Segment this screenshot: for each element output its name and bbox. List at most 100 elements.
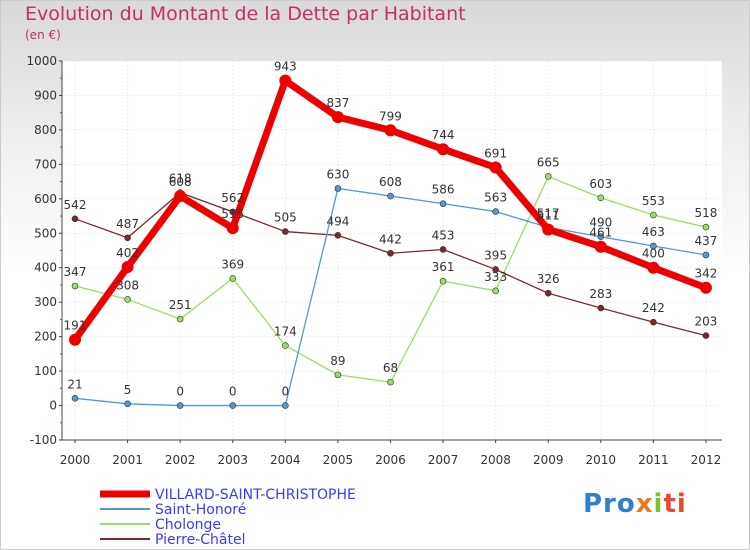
- y-tick-label: 100: [34, 364, 57, 378]
- data-label: 369: [221, 257, 244, 271]
- y-tick-label: 200: [34, 330, 57, 344]
- data-label: 347: [64, 265, 87, 279]
- data-label: 0: [176, 385, 184, 399]
- data-point: [174, 190, 187, 203]
- data-label: 563: [484, 191, 507, 205]
- data-point: [71, 395, 79, 402]
- data-point: [331, 111, 344, 124]
- data-point: [71, 215, 79, 223]
- data-point: [124, 400, 131, 408]
- data-label: 400: [642, 247, 665, 261]
- data-label: 395: [484, 248, 507, 262]
- data-label: 665: [537, 155, 560, 169]
- x-tick-label: 2008: [480, 453, 511, 467]
- y-tick-label: 300: [34, 295, 57, 309]
- data-label: 463: [642, 225, 665, 239]
- data-point: [699, 281, 712, 294]
- y-tick-label: -100: [30, 433, 57, 447]
- x-tick-label: 2004: [270, 453, 301, 467]
- data-label: 21: [67, 377, 82, 391]
- data-point: [439, 246, 447, 253]
- data-label: 943: [274, 60, 297, 74]
- data-point: [702, 332, 710, 339]
- data-label: 0: [229, 385, 237, 399]
- x-tick-label: 2012: [691, 453, 722, 467]
- data-label: 283: [589, 287, 612, 301]
- data-label: 89: [330, 354, 345, 368]
- data-label: 191: [64, 319, 87, 333]
- data-point: [702, 223, 710, 231]
- x-tick-label: 2002: [165, 453, 196, 467]
- data-label: 608: [169, 175, 192, 189]
- data-point: [597, 304, 605, 312]
- data-label: 691: [484, 146, 507, 160]
- data-label: 490: [589, 216, 612, 230]
- data-point: [594, 240, 607, 253]
- data-label: 487: [116, 217, 139, 231]
- x-tick-label: 2005: [323, 453, 354, 467]
- x-tick-label: 2003: [217, 453, 248, 467]
- data-point: [279, 74, 292, 87]
- legend-label: VILLARD-SAINT-CHRISTOPHE: [155, 487, 356, 503]
- data-label: 837: [326, 96, 349, 110]
- data-point: [282, 228, 289, 235]
- data-label: 333: [484, 270, 507, 284]
- data-point: [439, 200, 447, 207]
- data-point: [544, 289, 552, 297]
- data-label: 203: [695, 315, 718, 329]
- data-label: 326: [537, 272, 560, 286]
- data-point: [650, 211, 657, 219]
- y-tick-label: 0: [49, 399, 57, 413]
- data-point: [384, 124, 397, 137]
- data-point: [121, 261, 134, 274]
- data-label: 744: [432, 128, 455, 142]
- data-label: 511: [537, 208, 560, 222]
- data-label: 402: [116, 246, 139, 260]
- data-point: [124, 234, 131, 242]
- y-tick-label: 600: [34, 192, 57, 206]
- data-label: 505: [274, 211, 297, 225]
- data-point: [489, 161, 502, 174]
- data-point: [176, 402, 184, 409]
- data-label: 515: [221, 207, 244, 221]
- data-point: [387, 249, 394, 257]
- data-point: [176, 315, 184, 323]
- legend-label: Saint-Honoré: [155, 502, 246, 518]
- data-label: 5: [124, 383, 132, 397]
- data-point: [597, 233, 605, 241]
- data-point: [542, 223, 555, 236]
- data-point: [334, 185, 342, 192]
- data-label: 799: [379, 109, 402, 123]
- data-label: 618: [169, 172, 192, 186]
- data-point: [226, 222, 239, 235]
- data-label: 361: [432, 260, 455, 274]
- data-label: 630: [326, 167, 349, 181]
- data-label: 308: [116, 278, 139, 292]
- data-point: [124, 296, 131, 303]
- y-tick-label: 900: [34, 88, 57, 102]
- data-label: 0: [281, 385, 289, 399]
- data-label: 342: [695, 267, 718, 281]
- data-label: 461: [589, 226, 612, 240]
- data-point: [439, 277, 447, 285]
- y-tick-label: 700: [34, 157, 57, 171]
- data-label: 517: [537, 206, 560, 220]
- x-tick-label: 2006: [375, 453, 406, 467]
- data-point: [544, 173, 552, 180]
- data-label: 608: [379, 175, 402, 189]
- data-point: [597, 194, 605, 202]
- y-tick-label: 400: [34, 261, 57, 275]
- data-point: [650, 242, 657, 250]
- data-label: 562: [221, 191, 244, 205]
- data-point: [282, 342, 289, 349]
- data-point: [647, 261, 660, 274]
- data-point: [492, 287, 499, 295]
- data-point: [334, 232, 342, 239]
- y-tick-label: 800: [34, 123, 57, 137]
- data-point: [437, 143, 450, 156]
- data-point: [492, 266, 499, 273]
- data-point: [71, 282, 79, 290]
- legend-label: Cholonge: [155, 517, 221, 533]
- data-label: 494: [326, 214, 349, 228]
